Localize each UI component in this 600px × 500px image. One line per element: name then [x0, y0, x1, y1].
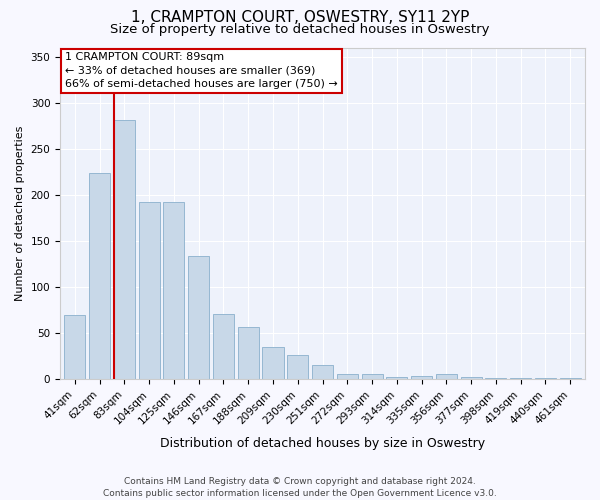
Bar: [461, 378, 482, 380]
Y-axis label: Number of detached properties: Number of detached properties: [15, 126, 25, 301]
Bar: [163, 202, 184, 380]
Bar: [287, 356, 308, 380]
Bar: [139, 202, 160, 380]
Bar: [535, 378, 556, 380]
Bar: [188, 256, 209, 380]
Bar: [213, 314, 234, 380]
Bar: [362, 374, 383, 380]
Bar: [114, 120, 135, 380]
Text: 1 CRAMPTON COURT: 89sqm
← 33% of detached houses are smaller (369)
66% of semi-d: 1 CRAMPTON COURT: 89sqm ← 33% of detache…: [65, 52, 338, 89]
Bar: [312, 366, 333, 380]
Bar: [560, 378, 581, 380]
Bar: [436, 374, 457, 380]
Bar: [262, 347, 284, 380]
Bar: [386, 376, 407, 380]
Bar: [485, 378, 506, 380]
Bar: [411, 376, 432, 380]
Bar: [64, 315, 85, 380]
X-axis label: Distribution of detached houses by size in Oswestry: Distribution of detached houses by size …: [160, 437, 485, 450]
Bar: [89, 173, 110, 380]
Bar: [337, 374, 358, 380]
Bar: [510, 378, 531, 380]
Text: 1, CRAMPTON COURT, OSWESTRY, SY11 2YP: 1, CRAMPTON COURT, OSWESTRY, SY11 2YP: [131, 10, 469, 25]
Text: Contains HM Land Registry data © Crown copyright and database right 2024.
Contai: Contains HM Land Registry data © Crown c…: [103, 476, 497, 498]
Text: Size of property relative to detached houses in Oswestry: Size of property relative to detached ho…: [110, 22, 490, 36]
Bar: [238, 327, 259, 380]
